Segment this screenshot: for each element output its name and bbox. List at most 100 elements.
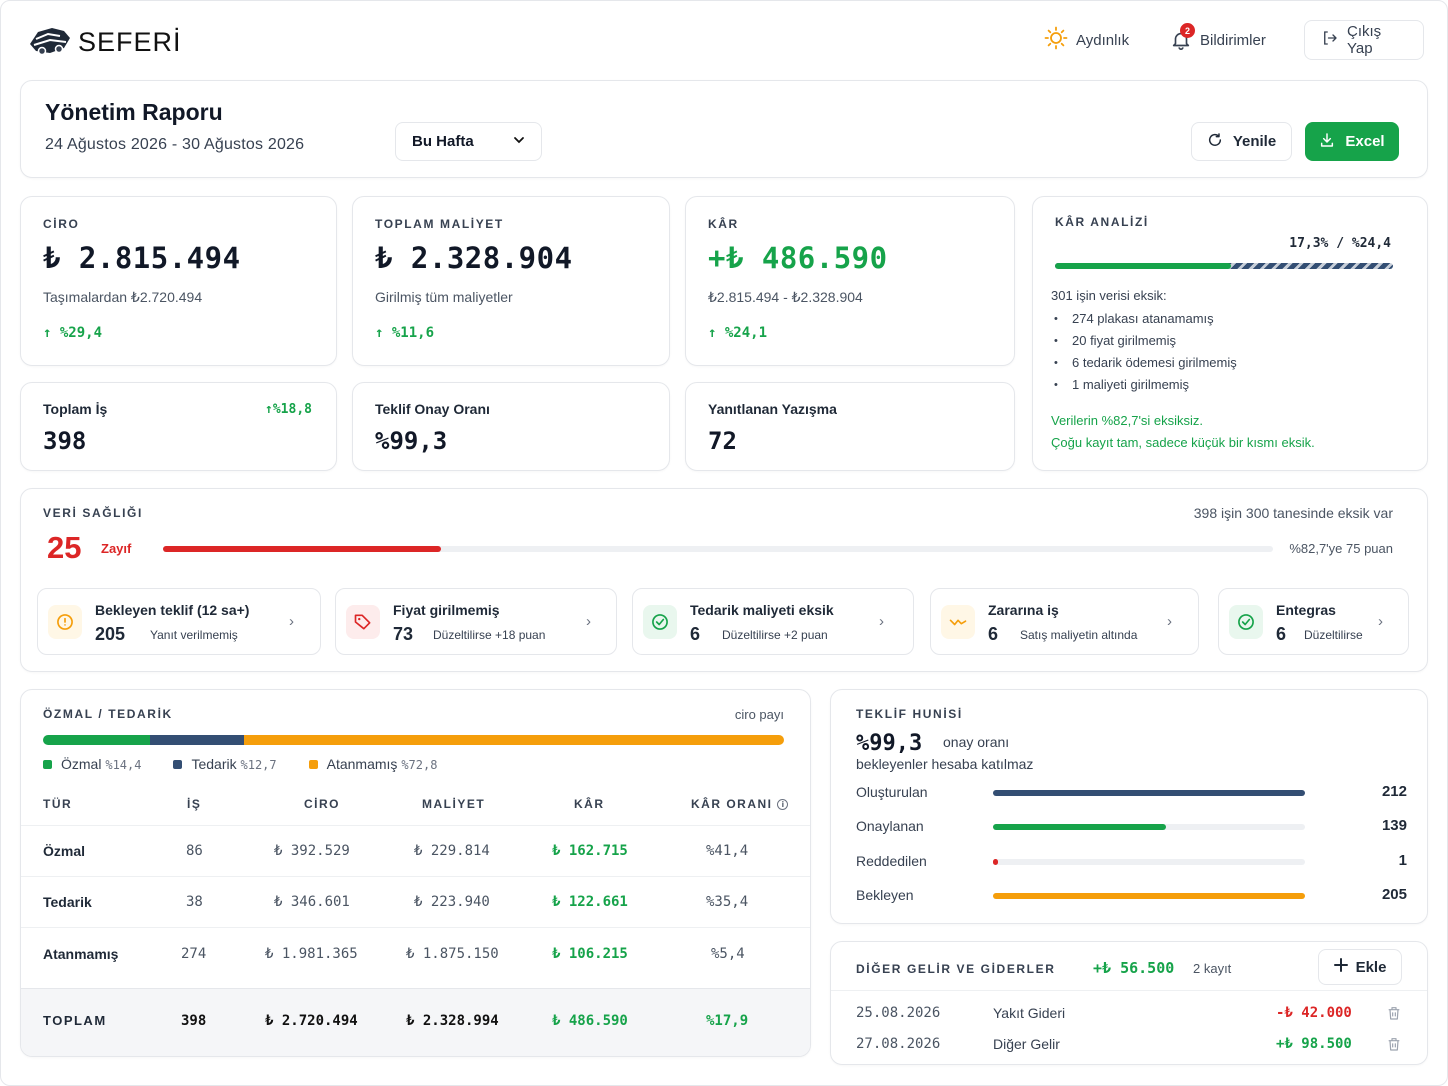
trash-icon[interactable] xyxy=(1386,1036,1402,1057)
analysis-note: Verilerin %82,7'si eksiksiz. xyxy=(1051,413,1204,428)
logout-button[interactable]: Çıkış Yap xyxy=(1304,20,1424,60)
table-total-row: TOPLAM 398 ₺ 2.720.494 ₺ 2.328.994 ₺ 486… xyxy=(21,988,810,1056)
entry-date: 27.08.2026 xyxy=(856,1036,941,1052)
share-segment-atanmamış xyxy=(243,735,784,745)
kpi-delta: ↑ %24,1 xyxy=(708,325,768,341)
column-header-kar-orani: KÂR ORANI i xyxy=(691,797,789,811)
funnel-bar-bekleyen xyxy=(993,893,1305,899)
info-icon[interactable]: i xyxy=(777,799,789,811)
legend-item-atanmamis: Atanmamış %72,8 xyxy=(308,756,437,772)
table-row: Özmal 86 ₺ 392.529 ₺ 229.814 ₺ 162.715 %… xyxy=(21,825,810,876)
issue-description: Düzeltilirse xyxy=(1304,628,1363,642)
issue-missing-price[interactable]: Fiyat girilmemiş 73 Düzeltilirse +18 pua… xyxy=(335,588,617,655)
kpi-maliyet-card: TOPLAM MALİYET ₺ 2.328.904 Girilmiş tüm … xyxy=(352,196,670,366)
funnel-row-label: Reddedilen xyxy=(856,853,927,869)
check-circle-icon xyxy=(643,605,677,639)
kpi-teklif-onay-card: Teklif Onay Oranı %99,3 xyxy=(352,382,670,471)
column-header-ciro: CİRO xyxy=(304,797,340,811)
funnel-track xyxy=(993,859,1305,865)
cell-kar: ₺ 162.715 xyxy=(552,843,628,859)
ozmal-tedarik-card: ÖZMAL / TEDARİK ciro payı Özmal %14,4 Te… xyxy=(20,689,811,1057)
funnel-note: bekleyenler hesaba katılmaz xyxy=(856,756,1034,772)
report-header-card: Yönetim Raporu 24 Ağustos 2026 - 30 Ağus… xyxy=(20,80,1428,178)
cell-kar: ₺ 122.661 xyxy=(552,894,628,910)
funnel-bar-onaylanan xyxy=(993,824,1166,830)
kpi-ciro-card: CİRO ₺ 2.815.494 Taşımalardan ₺2.720.494… xyxy=(20,196,337,366)
kpi-subtitle: ₺2.815.494 - ₺2.328.904 xyxy=(708,289,863,305)
sun-icon xyxy=(1044,26,1068,54)
issue-title: Bekleyen teklif (12 sa+) xyxy=(95,602,250,618)
entry-amount: +₺ 98.500 xyxy=(1276,1036,1352,1052)
cell-is: 398 xyxy=(181,1013,207,1029)
other-income-expense-card: DİĞER GELİR VE GİDERLER +₺ 56.500 2 kayı… xyxy=(830,941,1428,1065)
cell-kar-orani: %17,9 xyxy=(706,1013,749,1029)
issue-description: Satış maliyetin altında xyxy=(1020,628,1138,642)
cell-kar: ₺ 106.215 xyxy=(552,946,628,962)
issue-loss-jobs[interactable]: Zararına iş 6 Satış maliyetin altında › xyxy=(930,588,1199,655)
theme-toggle-button[interactable]: Aydınlık xyxy=(1044,20,1129,60)
missing-item: 274 plakası atanamamış xyxy=(1051,308,1237,330)
excel-export-button[interactable]: Excel xyxy=(1305,122,1399,161)
profit-analysis-card: KÂR ANALİZİ 17,3% / %24,4 301 işin veris… xyxy=(1032,196,1428,471)
date-range: 24 Ağustos 2026 - 30 Ağustos 2026 xyxy=(45,136,305,153)
issue-count: 6 xyxy=(690,624,701,644)
analysis-note: Çoğu kayıt tam, sadece küçük bir kısmı e… xyxy=(1051,435,1315,450)
health-status: Zayıf xyxy=(101,541,132,556)
funnel-row-value: 212 xyxy=(1381,783,1407,800)
kpi-value: 72 xyxy=(708,427,737,455)
entry-name: Yakıt Gideri xyxy=(993,1005,1066,1021)
kpi-value: %99,3 xyxy=(375,427,448,455)
issue-title: Fiyat girilmemiş xyxy=(393,602,500,618)
missing-list: 274 plakası atanamamış 20 fiyat girilmem… xyxy=(1051,308,1237,396)
notification-count-badge: 2 xyxy=(1180,23,1195,38)
cell-ciro: ₺ 392.529 xyxy=(274,843,350,859)
issue-entegras[interactable]: Entegras 6 Düzeltilirse › xyxy=(1218,588,1409,655)
kpi-label: Yanıtlanan Yazışma xyxy=(708,401,837,417)
funnel-rate-label: onay oranı xyxy=(943,734,1010,750)
missing-item: 20 fiyat girilmemiş xyxy=(1051,330,1237,352)
trend-icon xyxy=(941,605,975,639)
period-value: Bu Hafta xyxy=(412,133,474,150)
page-title: Yönetim Raporu xyxy=(45,99,223,125)
cell-is: 274 xyxy=(181,946,207,962)
funnel-row-label: Oluşturulan xyxy=(856,784,928,800)
divider xyxy=(831,990,1427,991)
brand-logo[interactable]: SEFERİ xyxy=(28,22,182,63)
data-health-card: VERİ SAĞLIĞI 25 Zayıf 398 işin 300 tanes… xyxy=(20,488,1428,672)
kpi-value: ₺ 2.815.494 xyxy=(43,241,241,275)
legend-name: Atanmamış xyxy=(326,756,398,772)
notifications-button[interactable]: 2 Bildirimler xyxy=(1170,20,1266,60)
analysis-title: KÂR ANALİZİ xyxy=(1055,215,1149,229)
issue-pending-offers[interactable]: Bekleyen teklif (12 sa+) 205 Yanıt veril… xyxy=(37,588,321,655)
chevron-right-icon: › xyxy=(1378,613,1383,630)
download-icon xyxy=(1319,132,1335,152)
funnel-bar-reddedilen xyxy=(993,859,998,865)
cell-kar-orani: %5,4 xyxy=(711,946,745,962)
kpi-value: ₺ 2.328.904 xyxy=(375,241,573,275)
period-select[interactable]: Bu Hafta xyxy=(395,122,542,161)
kpi-yazisma-card: Yanıtlanan Yazışma 72 xyxy=(685,382,1015,471)
funnel-row-value: 205 xyxy=(1381,886,1407,903)
other-title: DİĞER GELİR VE GİDERLER xyxy=(856,962,1056,976)
notifications-label: Bildirimler xyxy=(1200,31,1266,49)
legend-pct: %14,4 xyxy=(105,758,142,772)
kpi-toplam-is-card: Toplam İş ↑%18,8 398 xyxy=(20,382,337,471)
trash-icon[interactable] xyxy=(1386,1005,1402,1026)
issue-missing-supply-cost[interactable]: Tedarik maliyeti eksik 6 Düzeltilirse +2… xyxy=(632,588,914,655)
logout-icon xyxy=(1321,29,1339,51)
issue-count: 205 xyxy=(95,624,126,644)
other-count: 2 kayıt xyxy=(1193,961,1232,976)
kpi-subtitle: Taşımalardan ₺2.720.494 xyxy=(43,289,203,305)
refresh-button[interactable]: Yenile xyxy=(1191,122,1292,161)
health-score: 25 xyxy=(47,530,82,565)
missing-title: 301 işin verisi eksik: xyxy=(1051,288,1167,303)
column-header-tur: TÜR xyxy=(43,797,73,811)
missing-item: 6 tedarik ödemesi girilmemiş xyxy=(1051,352,1237,374)
kpi-label: TOPLAM MALİYET xyxy=(375,217,504,231)
offer-funnel-card: TEKLİF HUNİSİ %99,3 onay oranı bekleyenl… xyxy=(830,689,1428,924)
add-entry-button[interactable]: Ekle xyxy=(1318,949,1402,985)
chevron-down-icon xyxy=(513,133,525,150)
kpi-delta: ↑%18,8 xyxy=(265,402,312,417)
issue-description: Düzeltilirse +2 puan xyxy=(722,628,828,642)
tag-icon xyxy=(346,605,380,639)
